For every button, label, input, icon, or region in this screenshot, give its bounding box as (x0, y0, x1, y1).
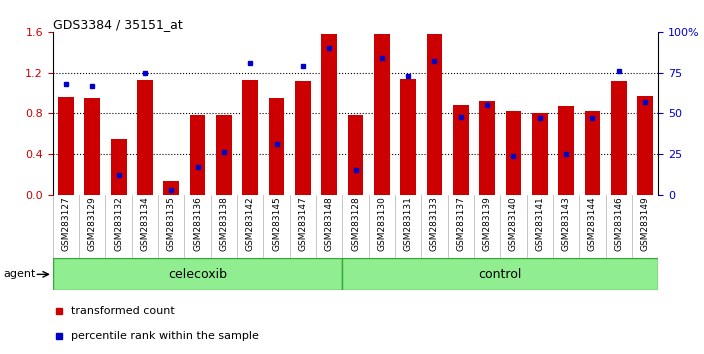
Bar (505, 111, 522, 195)
Text: agent: agent (4, 269, 36, 279)
Bar (558, 106, 574, 195)
Text: GSM283138: GSM283138 (220, 196, 228, 251)
Text: GSM283142: GSM283142 (246, 196, 255, 251)
Text: GSM283133: GSM283133 (430, 196, 439, 251)
Bar (532, 113, 548, 195)
Bar (216, 115, 232, 195)
Bar (401, 79, 416, 195)
Bar (611, 81, 627, 195)
Bar (137, 80, 153, 195)
Text: GSM283130: GSM283130 (377, 196, 386, 251)
Bar (427, 34, 442, 195)
Bar (321, 34, 337, 195)
Text: percentile rank within the sample: percentile rank within the sample (71, 331, 259, 341)
Text: GSM283148: GSM283148 (325, 196, 334, 251)
Text: GSM283135: GSM283135 (167, 196, 176, 251)
Bar (584, 111, 601, 195)
Text: GSM283136: GSM283136 (193, 196, 202, 251)
Bar (453, 105, 469, 195)
Text: GSM283137: GSM283137 (456, 196, 465, 251)
Text: GSM283149: GSM283149 (641, 196, 650, 251)
Bar (58, 97, 74, 195)
Bar (637, 96, 653, 195)
Text: GSM283143: GSM283143 (562, 196, 571, 251)
Text: GSM283141: GSM283141 (535, 196, 544, 251)
Text: transformed count: transformed count (71, 306, 175, 316)
Text: celecoxib: celecoxib (168, 268, 227, 281)
Text: GSM283127: GSM283127 (61, 196, 70, 251)
Bar (163, 182, 179, 195)
Text: GSM283147: GSM283147 (298, 196, 308, 251)
Bar (189, 115, 206, 195)
Bar (295, 81, 310, 195)
Bar (374, 34, 390, 195)
Bar (269, 98, 284, 195)
Text: GSM283129: GSM283129 (88, 196, 96, 251)
Text: control: control (479, 268, 522, 281)
Bar (111, 139, 127, 195)
Text: GSM283139: GSM283139 (483, 196, 491, 251)
Text: GSM283132: GSM283132 (114, 196, 123, 251)
Bar (479, 101, 495, 195)
Bar (53, 258, 342, 290)
Bar (84, 98, 100, 195)
Text: GDS3384 / 35151_at: GDS3384 / 35151_at (53, 18, 182, 31)
Text: GSM283140: GSM283140 (509, 196, 518, 251)
Text: GSM283144: GSM283144 (588, 196, 597, 251)
Bar (348, 115, 363, 195)
Text: GSM283146: GSM283146 (615, 196, 623, 251)
Bar (342, 258, 658, 290)
Bar (242, 80, 258, 195)
Text: GSM283128: GSM283128 (351, 196, 360, 251)
Text: GSM283145: GSM283145 (272, 196, 281, 251)
Text: GSM283134: GSM283134 (140, 196, 149, 251)
Text: GSM283131: GSM283131 (403, 196, 413, 251)
